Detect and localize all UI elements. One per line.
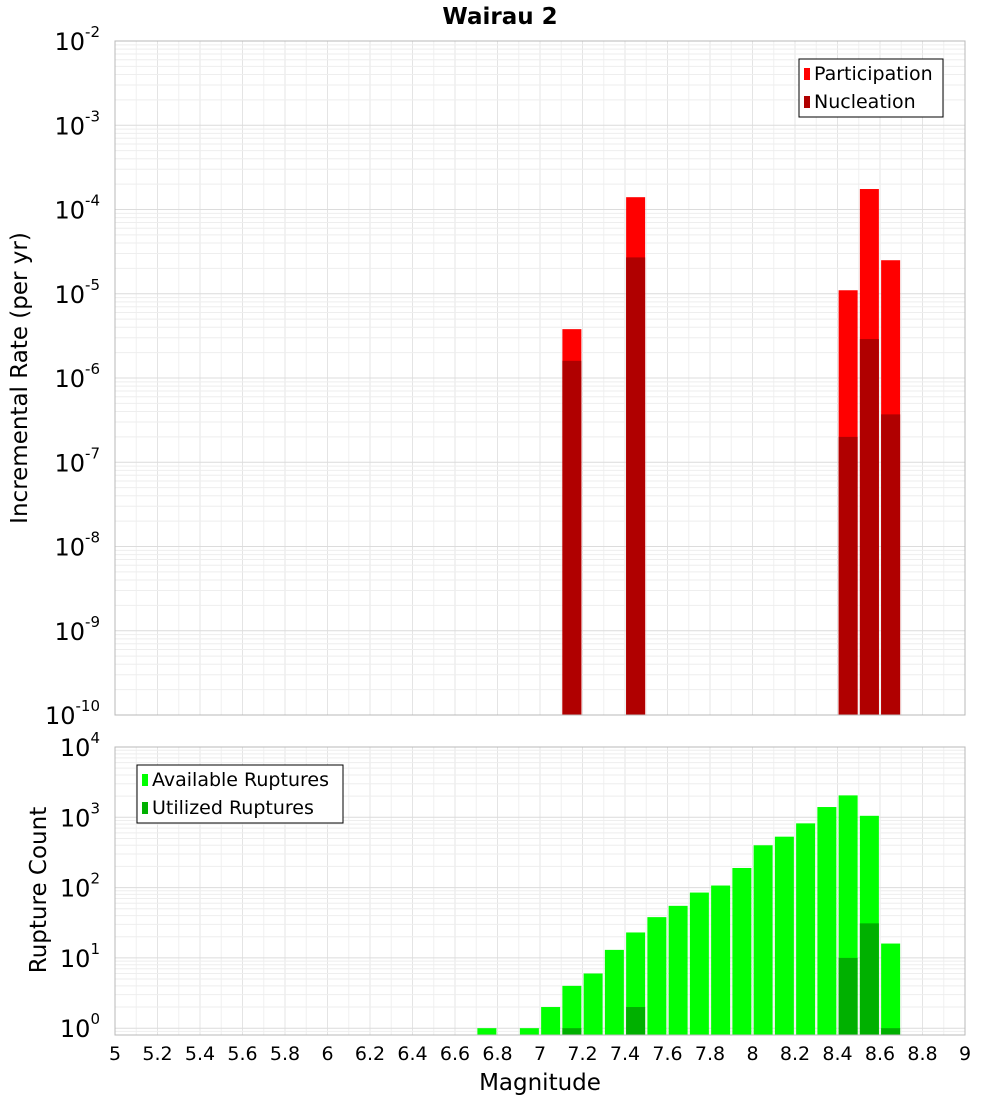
- x-tick-label: 8.8: [907, 1043, 937, 1065]
- x-tick-label: 7.4: [610, 1043, 640, 1065]
- x-tick-label: 6.2: [355, 1043, 385, 1065]
- y-tick-label: 104: [60, 729, 100, 762]
- y-tick-label: 10-3: [54, 107, 100, 140]
- bar-nucleation: [881, 414, 901, 715]
- legend-label: Nucleation: [814, 91, 916, 113]
- bar-available-ruptures: [668, 905, 688, 1035]
- y-tick-label: 10-7: [54, 444, 100, 477]
- top-y-axis-title: Incremental Rate (per yr): [7, 232, 33, 524]
- legend-box: [798, 58, 944, 118]
- y-tick-label: 10-5: [54, 276, 100, 309]
- y-tick-label: 103: [60, 799, 100, 832]
- x-tick-label: 5.6: [227, 1043, 257, 1065]
- bar-available-ruptures: [583, 973, 603, 1035]
- bar-available-ruptures: [604, 949, 624, 1035]
- top-plot: 10-2 10-3 10-4 10-5 10-6 10-7 10-8 10-9 10-10 Par…: [45, 23, 966, 730]
- bar-available-ruptures: [796, 823, 816, 1035]
- bar-available-ruptures: [774, 836, 794, 1035]
- y-tick-label: 10-10: [45, 697, 100, 730]
- bar-available-ruptures: [732, 867, 752, 1035]
- bar-utilized-ruptures: [838, 957, 858, 1035]
- x-tick-label: 5.8: [270, 1043, 300, 1065]
- bar-available-ruptures: [881, 943, 901, 1035]
- bar-available-ruptures: [753, 845, 773, 1035]
- x-tick-label: 7.8: [695, 1043, 725, 1065]
- x-tick-label: 8: [746, 1043, 758, 1065]
- bar-available-ruptures: [817, 807, 837, 1035]
- bar-available-ruptures: [477, 1028, 497, 1035]
- bar-available-ruptures: [541, 1007, 561, 1035]
- plot-frame: [114, 40, 966, 716]
- x-tick-label: 5.4: [185, 1043, 215, 1065]
- y-tick-label: 10-8: [54, 529, 100, 562]
- y-tick-label: 10-6: [54, 360, 100, 393]
- legend-swatch: [142, 774, 148, 786]
- legend: Available Ruptures Utilized Ruptures: [136, 764, 344, 824]
- x-tick-label: 7.2: [567, 1043, 597, 1065]
- y-tick-label: 10-4: [54, 192, 100, 225]
- x-tick-label: 6.8: [482, 1043, 512, 1065]
- x-tick-label: 5: [109, 1043, 121, 1065]
- y-tick-label: 102: [60, 870, 100, 903]
- legend-swatch: [804, 68, 810, 80]
- bar-nucleation: [838, 436, 858, 715]
- bar-nucleation: [562, 360, 582, 715]
- x-tick-label: 7: [534, 1043, 546, 1065]
- x-tick-label: 8.6: [865, 1043, 895, 1065]
- plot-frame: [114, 746, 966, 1036]
- bar-utilized-ruptures: [626, 1007, 646, 1035]
- x-tick-label: 6: [321, 1043, 333, 1065]
- x-tick-label: 6.6: [440, 1043, 470, 1065]
- x-tick-label: 8.4: [822, 1043, 852, 1065]
- legend-label: Participation: [814, 63, 933, 85]
- bar-utilized-ruptures: [562, 1028, 582, 1035]
- bar-available-ruptures: [519, 1028, 539, 1035]
- y-tick-label: 10-9: [54, 613, 100, 646]
- y-tick-label: 10-2: [54, 23, 100, 56]
- bar-utilized-ruptures: [859, 923, 879, 1035]
- legend-label: Utilized Ruptures: [152, 797, 314, 819]
- x-tick-label: 9: [959, 1043, 971, 1065]
- bottom-plot: 104 103 102 101 100 Available Ruptures Utilize…: [60, 729, 971, 1065]
- bar-available-ruptures: [562, 985, 582, 1035]
- bar-utilized-ruptures: [881, 1028, 901, 1035]
- bar-available-ruptures: [689, 892, 709, 1035]
- legend: Participation Nucleation: [798, 58, 944, 118]
- bar-available-ruptures: [647, 917, 667, 1035]
- legend-box: [136, 764, 344, 824]
- bottom-y-axis-title: Rupture Count: [26, 807, 52, 973]
- bar-nucleation: [859, 339, 879, 715]
- y-tick-label: 101: [60, 940, 100, 973]
- x-tick-label: 7.6: [652, 1043, 682, 1065]
- x-tick-label: 6.4: [397, 1043, 427, 1065]
- legend-swatch: [142, 802, 148, 814]
- x-axis-title: Magnitude: [479, 1070, 601, 1096]
- bar-available-ruptures: [711, 885, 731, 1035]
- legend-label: Available Ruptures: [152, 769, 329, 791]
- chart-title: Wairau 2: [442, 4, 557, 30]
- x-tick-label: 8.2: [780, 1043, 810, 1065]
- y-tick-label: 100: [60, 1010, 100, 1043]
- x-tick-label: 5.2: [142, 1043, 172, 1065]
- bar-nucleation: [626, 257, 646, 715]
- legend-swatch: [804, 96, 810, 108]
